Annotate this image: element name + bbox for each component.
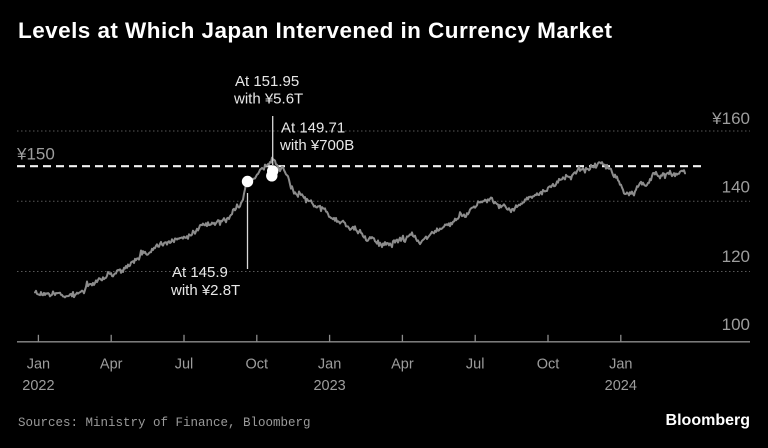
svg-text:140: 140 <box>722 177 750 196</box>
svg-text:At 145.9: At 145.9 <box>172 264 228 281</box>
svg-text:Jan: Jan <box>27 356 50 372</box>
svg-text:2022: 2022 <box>22 378 54 394</box>
svg-text:2024: 2024 <box>605 378 637 394</box>
svg-text:Jul: Jul <box>175 356 194 372</box>
svg-text:Jul: Jul <box>466 356 485 372</box>
svg-text:Oct: Oct <box>537 356 560 372</box>
svg-text:100: 100 <box>722 315 750 334</box>
svg-text:At 149.71: At 149.71 <box>281 120 345 137</box>
svg-text:¥150: ¥150 <box>16 145 55 164</box>
svg-text:Oct: Oct <box>246 356 269 372</box>
svg-text:120: 120 <box>722 247 750 266</box>
svg-text:with ¥5.6T: with ¥5.6T <box>233 91 303 108</box>
svg-text:Jan: Jan <box>318 356 341 372</box>
svg-text:with ¥700B: with ¥700B <box>279 137 354 154</box>
svg-text:Apr: Apr <box>100 356 123 372</box>
svg-text:¥160: ¥160 <box>711 109 750 128</box>
svg-text:At 151.95: At 151.95 <box>235 73 299 90</box>
svg-text:2023: 2023 <box>313 378 345 394</box>
svg-text:Apr: Apr <box>391 356 414 372</box>
svg-text:Jan: Jan <box>609 356 632 372</box>
svg-text:with ¥2.8T: with ¥2.8T <box>170 282 240 299</box>
